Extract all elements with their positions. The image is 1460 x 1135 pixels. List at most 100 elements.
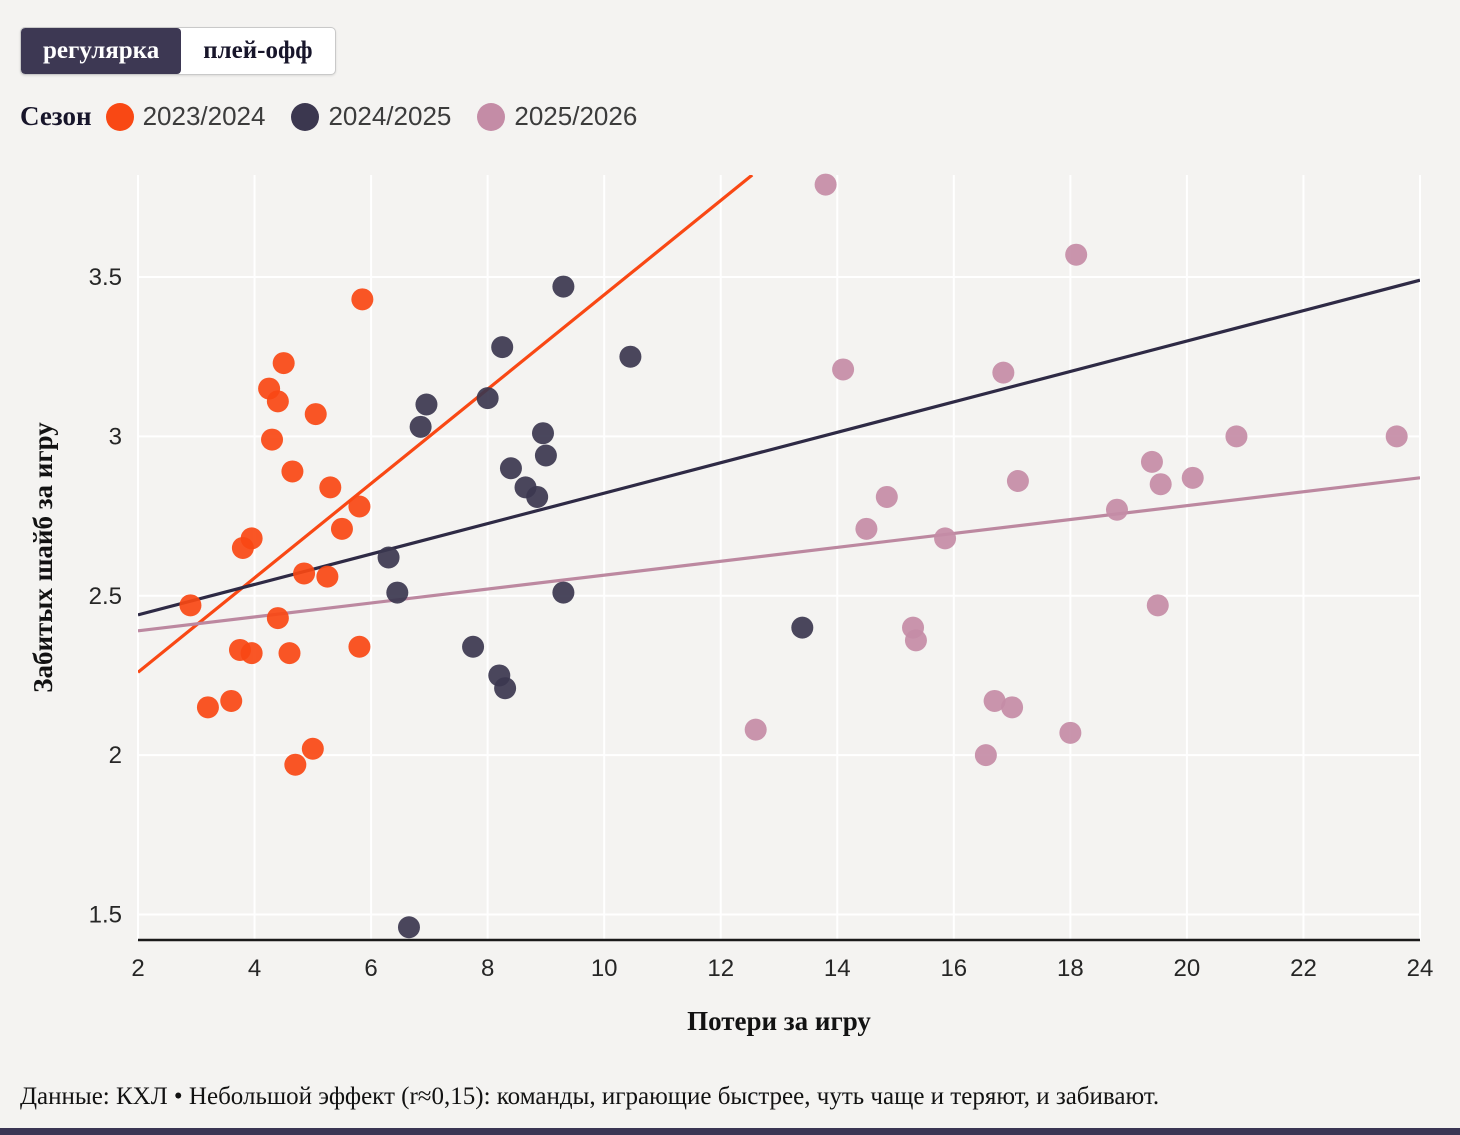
x-tick-label: 2: [131, 955, 144, 982]
data-point: [293, 562, 316, 585]
data-point: [1181, 466, 1204, 489]
legend-title: Сезон: [20, 101, 92, 131]
data-point: [476, 387, 499, 410]
data-point: [261, 428, 284, 451]
data-point: [904, 629, 927, 652]
data-point: [1149, 473, 1172, 496]
trend-line-2025/2026: [138, 476, 1420, 633]
data-point: [278, 642, 301, 665]
data-point: [1146, 594, 1169, 617]
data-point: [377, 546, 400, 569]
data-point: [304, 403, 327, 426]
data-point: [855, 517, 878, 540]
x-tick-label: 22: [1290, 955, 1317, 982]
data-point: [1001, 696, 1024, 719]
trend-line-2023/2024: [138, 175, 754, 674]
legend-item-season-2025-2026: 2025/2026: [477, 101, 637, 132]
data-point: [814, 173, 837, 196]
legend-dot-2024-2025: [291, 102, 320, 131]
data-point: [992, 361, 1015, 384]
series-2023/2024: [179, 288, 374, 776]
bottom-accent-bar: [0, 1128, 1460, 1135]
x-tick-label: 24: [1407, 955, 1434, 982]
data-point: [196, 696, 219, 719]
y-tick-label: 3.5: [89, 264, 122, 291]
data-point: [934, 527, 957, 550]
x-tick-label: 8: [481, 955, 494, 982]
series-2025/2026: [744, 173, 1408, 767]
data-point: [1065, 243, 1088, 266]
legend-item-season-2023-2024: 2023/2024: [105, 101, 266, 132]
x-tick-label: 20: [1174, 955, 1201, 982]
data-point: [552, 581, 575, 604]
x-tick-label: 4: [248, 955, 261, 982]
data-point: [240, 642, 263, 665]
data-point: [272, 352, 295, 375]
data-point: [281, 460, 304, 483]
data-point: [791, 616, 814, 639]
data-point: [415, 393, 438, 416]
data-point: [348, 495, 371, 518]
data-point: [266, 607, 289, 630]
data-point: [1140, 450, 1163, 473]
legend-label-2023-2024: 2023/2024: [142, 101, 266, 131]
data-point: [744, 718, 767, 741]
season-type-toggle: регулярка плей-офф: [20, 27, 336, 75]
data-point: [499, 457, 522, 480]
legend-dot-2023-2024: [105, 102, 134, 131]
data-point: [462, 635, 485, 658]
data-point: [284, 753, 307, 776]
data-point: [397, 916, 420, 939]
data-point: [491, 336, 514, 359]
data-point: [832, 358, 855, 381]
data-point: [534, 444, 557, 467]
x-tick-label: 10: [591, 955, 618, 982]
trend-line-2024/2025: [138, 278, 1420, 617]
data-point: [330, 517, 353, 540]
data-point: [1225, 425, 1248, 448]
x-tick-label: 18: [1057, 955, 1084, 982]
data-point: [386, 581, 409, 604]
legend-item-season-2024-2025: 2024/2025: [291, 101, 451, 132]
data-point: [409, 415, 432, 438]
x-tick-label: 16: [940, 955, 967, 982]
data-point: [1105, 498, 1128, 521]
data-point: [619, 345, 642, 368]
trend-lines: [138, 175, 1420, 674]
y-tick-label: 2.5: [89, 583, 122, 610]
data-point: [1385, 425, 1408, 448]
y-tick-label: 3: [109, 423, 122, 450]
x-tick-label: 14: [824, 955, 851, 982]
data-point: [1006, 470, 1029, 492]
data-point: [974, 744, 997, 767]
data-point: [316, 565, 339, 588]
x-tick-label: 6: [364, 955, 377, 982]
data-point: [179, 594, 202, 617]
legend-dot-2025-2026: [477, 102, 506, 131]
data-point: [240, 527, 263, 550]
data-point: [526, 485, 549, 508]
data-point: [348, 635, 371, 658]
chart-legend: Сезон 2023/2024 2024/2025 2025/2026: [20, 101, 663, 132]
data-point: [319, 476, 342, 499]
data-point: [351, 288, 374, 311]
series-2024/2025: [377, 275, 814, 939]
data-point: [266, 390, 289, 413]
y-tick-label: 1.5: [89, 902, 122, 929]
data-point: [531, 422, 554, 445]
legend-label-2025-2026: 2025/2026: [514, 101, 638, 131]
data-point: [301, 737, 324, 760]
data-point: [494, 677, 517, 700]
data-point: [1059, 721, 1082, 744]
data-point: [220, 689, 243, 712]
chart-caption: Данные: КХЛ • Небольшой эффект (r≈0,15):…: [20, 1083, 1160, 1110]
x-axis-title: Потери за игру: [687, 1006, 871, 1036]
toggle-regular-season[interactable]: регулярка: [21, 28, 182, 74]
legend-label-2024-2025: 2024/2025: [328, 101, 452, 131]
data-point: [983, 689, 1006, 712]
x-tick-label: 12: [707, 955, 734, 982]
y-axis-title: Забитых шайб за игру: [28, 422, 58, 693]
toggle-playoffs[interactable]: плей-офф: [181, 28, 334, 74]
data-point: [552, 275, 575, 298]
